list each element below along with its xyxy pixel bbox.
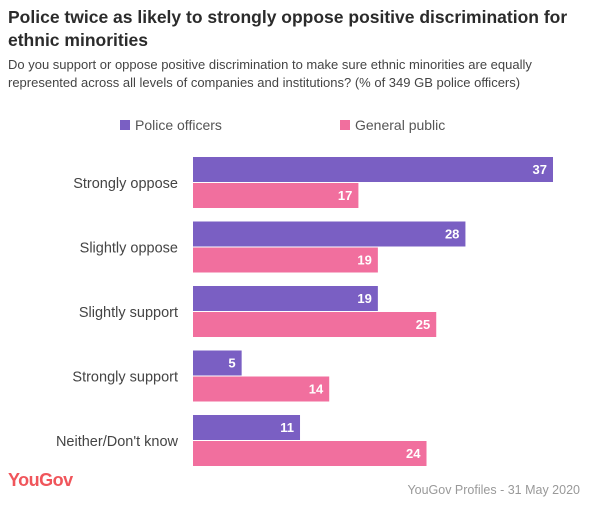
legend-item-public: General public [340, 117, 445, 133]
category-label: Strongly support [72, 369, 178, 385]
value-label: 19 [357, 252, 371, 267]
legend-swatch-public [340, 120, 350, 130]
bar-police [193, 157, 553, 182]
legend-item-police: Police officers [120, 117, 222, 133]
legend-swatch-police [120, 120, 130, 130]
category-label: Slightly support [79, 305, 178, 321]
value-label: 19 [357, 291, 371, 306]
value-label: 11 [280, 420, 294, 435]
value-label: 24 [406, 446, 421, 461]
value-label: 17 [338, 188, 352, 203]
value-label: 28 [445, 226, 459, 241]
source-note: YouGov Profiles - 31 May 2020 [407, 483, 580, 497]
yougov-logo: YouGov [8, 470, 73, 490]
bar-police [193, 221, 466, 247]
chart-title: Police twice as likely to strongly oppos… [8, 7, 568, 50]
legend-label-public: General public [355, 117, 446, 133]
value-label: 37 [533, 162, 547, 177]
bar-public [193, 312, 437, 337]
bar-police [193, 286, 378, 311]
value-label: 5 [228, 355, 235, 370]
chart-subtitle: Do you support or oppose positive discri… [8, 57, 532, 90]
value-label: 14 [309, 381, 324, 396]
bar-public [193, 441, 427, 466]
bar-public [193, 376, 330, 402]
bar-public [193, 183, 359, 208]
value-label: 25 [416, 317, 430, 332]
category-label: Slightly oppose [80, 240, 178, 256]
category-label: Strongly oppose [73, 176, 178, 192]
category-label: Neither/Don't know [56, 434, 179, 450]
bar-public [193, 247, 378, 273]
legend-label-police: Police officers [135, 117, 222, 133]
bar-police [193, 350, 242, 376]
bar-police [193, 415, 301, 440]
